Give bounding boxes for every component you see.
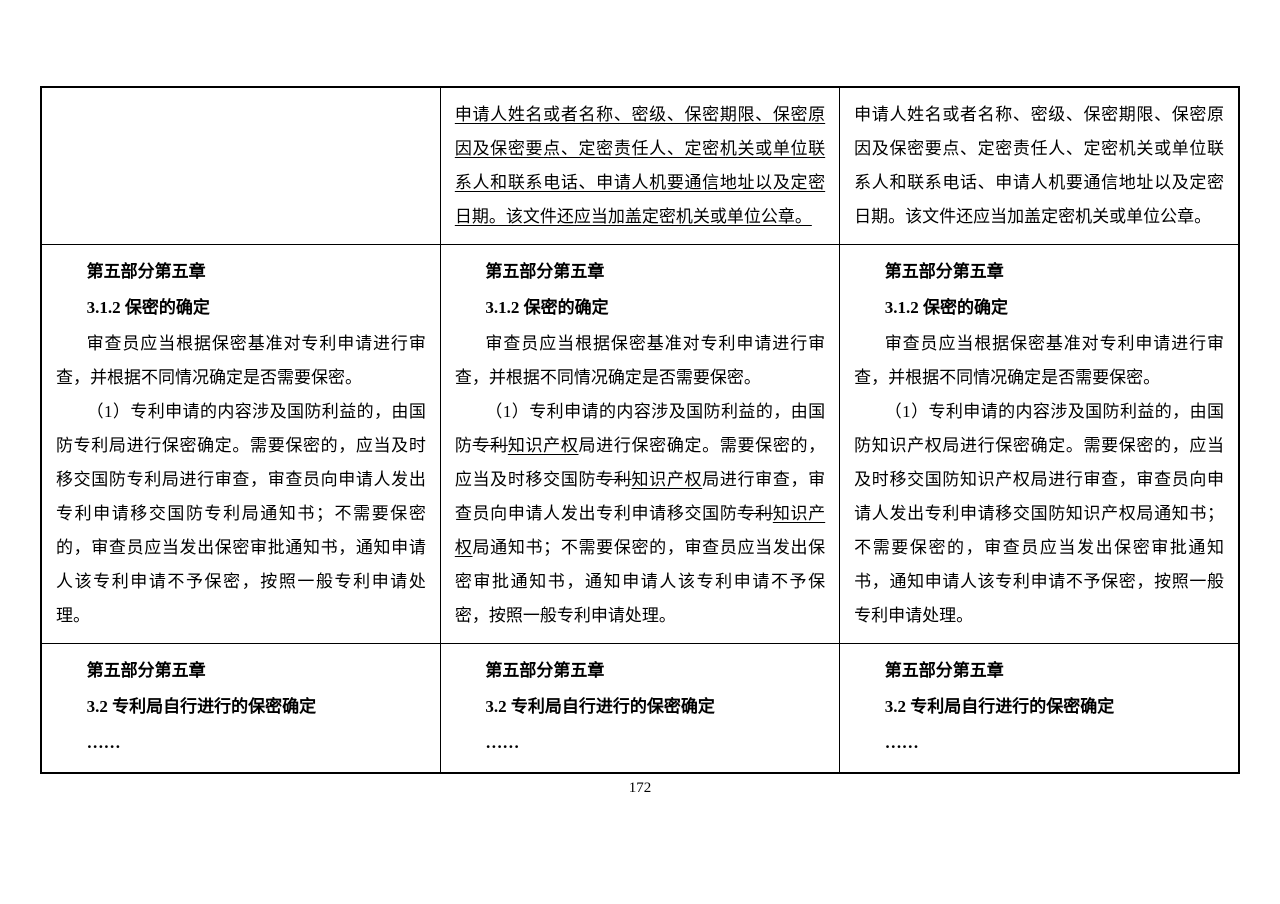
section-header: 第五部分第五章	[854, 654, 1224, 688]
cell-r2-c3: 第五部分第五章 3.1.2 保密的确定 审查员应当根据保密基准对专利申请进行审查…	[840, 245, 1239, 644]
deleted-text: 专利	[738, 504, 773, 523]
deleted-text: 专利	[596, 470, 631, 489]
body-paragraph: （1）专利申请的内容涉及国防利益的，由国防专利局进行保密确定。需要保密的，应当及…	[56, 395, 426, 633]
cell-r3-c1: 第五部分第五章 3.2 专利局自行进行的保密确定 ……	[41, 644, 440, 774]
body-paragraph-edited: （1）专利申请的内容涉及国防利益的，由国防专利知识产权局进行保密确定。需要保密的…	[455, 395, 825, 633]
body-paragraph: 审查员应当根据保密基准对专利申请进行审查，并根据不同情况确定是否需要保密。	[455, 327, 825, 395]
cell-r2-c2: 第五部分第五章 3.1.2 保密的确定 审查员应当根据保密基准对专利申请进行审查…	[440, 245, 839, 644]
section-header: 第五部分第五章	[56, 255, 426, 289]
body-paragraph: （1）专利申请的内容涉及国防利益的，由国防知识产权局进行保密确定。需要保密的，应…	[854, 395, 1224, 633]
section-header: 第五部分第五章	[854, 255, 1224, 289]
section-subheader: 3.2 专利局自行进行的保密确定	[854, 690, 1224, 724]
inserted-text: 知识产权	[508, 436, 579, 455]
table-row: 第五部分第五章 3.1.2 保密的确定 审查员应当根据保密基准对专利申请进行审查…	[41, 245, 1239, 644]
section-header: 第五部分第五章	[455, 255, 825, 289]
section-header: 第五部分第五章	[455, 654, 825, 688]
cell-r3-c2: 第五部分第五章 3.2 专利局自行进行的保密确定 ……	[440, 644, 839, 774]
body-paragraph: 审查员应当根据保密基准对专利申请进行审查，并根据不同情况确定是否需要保密。	[854, 327, 1224, 395]
section-subheader: 3.1.2 保密的确定	[56, 291, 426, 325]
cell-r3-c3: 第五部分第五章 3.2 专利局自行进行的保密确定 ……	[840, 644, 1239, 774]
section-subheader: 3.2 专利局自行进行的保密确定	[455, 690, 825, 724]
deleted-text: 专利	[473, 436, 508, 455]
cell-r2-c1: 第五部分第五章 3.1.2 保密的确定 审查员应当根据保密基准对专利申请进行审查…	[41, 245, 440, 644]
inserted-text: 知识产权	[632, 470, 703, 489]
table-row: 第五部分第五章 3.2 专利局自行进行的保密确定 …… 第五部分第五章 3.2 …	[41, 644, 1239, 774]
table-row: 申请人姓名或者名称、密级、保密期限、保密原因及保密要点、定密责任人、定密机关或单…	[41, 87, 1239, 245]
cell-r1-c3: 申请人姓名或者名称、密级、保密期限、保密原因及保密要点、定密责任人、定密机关或单…	[840, 87, 1239, 245]
section-subheader: 3.2 专利局自行进行的保密确定	[56, 690, 426, 724]
cell-r1-c2: 申请人姓名或者名称、密级、保密期限、保密原因及保密要点、定密责任人、定密机关或单…	[440, 87, 839, 245]
ellipsis-text: ……	[455, 726, 825, 760]
page-number: 172	[40, 780, 1240, 797]
comparison-table: 申请人姓名或者名称、密级、保密期限、保密原因及保密要点、定密责任人、定密机关或单…	[40, 86, 1240, 774]
cell-r1-c1	[41, 87, 440, 245]
body-text: 申请人姓名或者名称、密级、保密期限、保密原因及保密要点、定密责任人、定密机关或单…	[854, 105, 1224, 226]
underlined-text: 申请人姓名或者名称、密级、保密期限、保密原因及保密要点、定密责任人、定密机关或单…	[455, 105, 825, 226]
section-subheader: 3.1.2 保密的确定	[455, 291, 825, 325]
page-container: 申请人姓名或者名称、密级、保密期限、保密原因及保密要点、定密责任人、定密机关或单…	[40, 0, 1240, 797]
text-part: 局通知书；不需要保密的，审查员应当发出保密审批通知书，通知申请人该专利申请不予保…	[455, 538, 825, 625]
section-header: 第五部分第五章	[56, 654, 426, 688]
ellipsis-text: ……	[56, 726, 426, 760]
section-subheader: 3.1.2 保密的确定	[854, 291, 1224, 325]
body-paragraph: 审查员应当根据保密基准对专利申请进行审查，并根据不同情况确定是否需要保密。	[56, 327, 426, 395]
ellipsis-text: ……	[854, 726, 1224, 760]
